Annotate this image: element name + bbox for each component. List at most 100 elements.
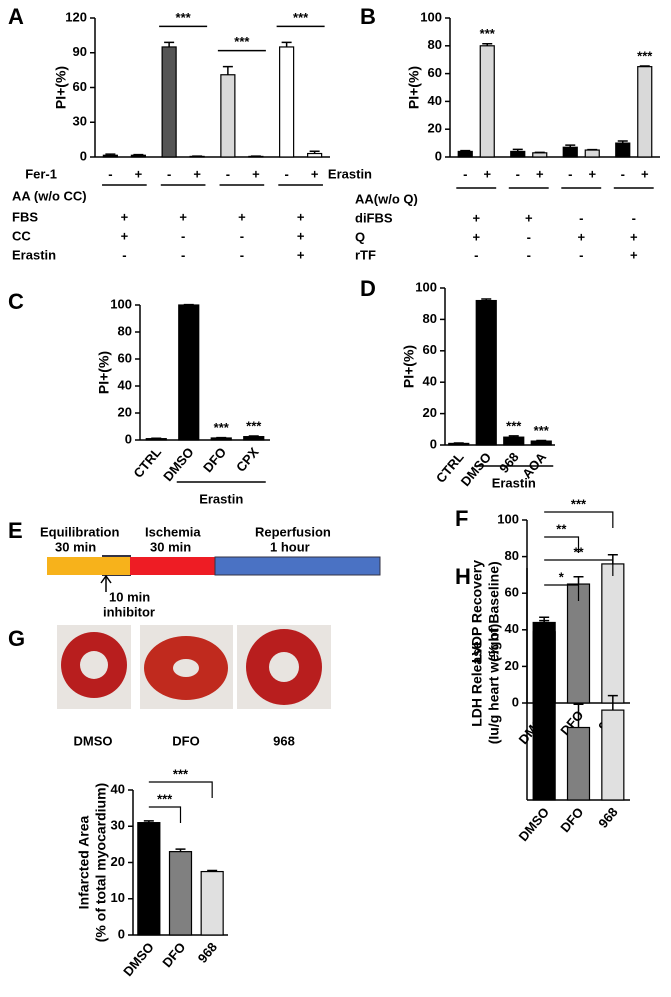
panel-letter: G [8, 626, 25, 651]
x-tick-label: - [108, 166, 112, 181]
x-tick-label: + [311, 166, 319, 181]
condition-label: AA (w/o CC) [12, 188, 87, 203]
panel-letter: E [8, 518, 23, 543]
condition-cell: - [122, 247, 126, 262]
significance: ** [573, 544, 584, 559]
error-bar [309, 150, 320, 154]
y-tick-label: 80 [428, 37, 442, 52]
bar [530, 440, 552, 446]
condition-cell: - [474, 247, 478, 262]
bar [220, 74, 236, 158]
panel-letter: C [8, 289, 24, 314]
x-tick-label: DMSO [516, 804, 553, 844]
bar [637, 66, 653, 158]
y-axis-label: LDH Release [469, 641, 485, 727]
y-tick-label: 60 [505, 585, 519, 600]
x-axis-label: Erastin [328, 166, 372, 181]
y-tick-label: 100 [415, 279, 437, 294]
condition-cell: + [630, 247, 638, 262]
phase-duration: 30 min [55, 539, 96, 554]
x-tick-label: CPX [233, 444, 262, 474]
bar [130, 154, 146, 158]
condition-cell: + [121, 209, 129, 224]
y-tick-label: 100 [420, 9, 442, 24]
x-tick-label: - [463, 166, 467, 181]
condition-cell: + [297, 209, 305, 224]
error-bar [573, 575, 584, 585]
condition-label: AA(w/o Q) [355, 191, 418, 206]
condition-cell: + [525, 210, 533, 225]
y-tick-label: 40 [118, 377, 132, 392]
bar [601, 709, 625, 801]
error-bar [175, 848, 186, 852]
error-bar [164, 41, 175, 47]
error-bar [460, 149, 471, 152]
condition-cell: - [181, 228, 185, 243]
significance: ** [556, 521, 567, 536]
x-tick-label: DFO [200, 444, 229, 475]
phase-duration: 30 min [150, 539, 191, 554]
x-tick-label: DMSO [120, 939, 157, 979]
heart [80, 651, 108, 679]
x-tick-label: + [252, 166, 260, 181]
significance: *** [534, 423, 550, 438]
x-tick-label: + [135, 166, 143, 181]
significance: *** [173, 766, 189, 781]
y-tick-label: 60 [118, 350, 132, 365]
error-bar [508, 435, 519, 438]
y-tick-label: 30 [73, 114, 87, 129]
timeline-phase [47, 557, 130, 575]
panel-letter: D [360, 276, 376, 301]
error-bar [281, 41, 292, 47]
x-tick-label: 968 [195, 939, 220, 965]
condition-label: Q [355, 229, 365, 244]
error-bar [536, 439, 547, 442]
condition-cell: - [632, 210, 636, 225]
error-bar [105, 153, 116, 156]
bar [615, 142, 631, 158]
bar [279, 46, 295, 158]
x-tick-label: - [167, 166, 171, 181]
bar [178, 304, 200, 441]
x-tick-label: DFO [159, 939, 188, 970]
y-tick-label: 20 [423, 405, 437, 420]
condition-cell: + [577, 229, 585, 244]
error-bar [133, 153, 144, 156]
significance: *** [637, 48, 653, 63]
condition-cell: - [527, 247, 531, 262]
panel-letter: A [8, 4, 24, 29]
condition-cell: - [240, 228, 244, 243]
bar [168, 851, 193, 936]
significance: *** [293, 10, 309, 25]
significance: *** [480, 26, 496, 41]
heart [269, 652, 299, 682]
y-tick-label: 20 [428, 121, 442, 136]
y-tick-label: 40 [505, 621, 519, 636]
timeline-phase [130, 557, 215, 575]
bar [137, 822, 161, 936]
condition-label: CC [12, 228, 31, 243]
condition-label: Erastin [12, 247, 56, 262]
marker-label: inhibitor [103, 604, 155, 619]
y-tick-label: 0 [435, 148, 442, 163]
error-bar [482, 42, 493, 46]
condition-cell: + [297, 247, 305, 262]
group-label: Erastin [492, 475, 536, 490]
condition-cell: + [238, 209, 246, 224]
x-tick-label: + [588, 166, 596, 181]
y-tick-label: 40 [423, 374, 437, 389]
bar [475, 299, 497, 446]
condition-cell: + [121, 228, 129, 243]
error-bar [222, 65, 233, 75]
y-tick-label: 80 [505, 548, 519, 563]
condition-cell: - [579, 210, 583, 225]
y-tick-label: 0 [512, 694, 519, 709]
x-tick-label: 968 [595, 804, 620, 830]
condition-cell: - [579, 247, 583, 262]
y-axis-label: (% of total myocardium) [93, 783, 109, 942]
image-label: 968 [273, 733, 295, 748]
y-axis-label: PI+(%) [406, 66, 422, 109]
y-axis-label: LVDP Recovery [469, 560, 485, 663]
x-tick-label: - [226, 166, 230, 181]
condition-cell: + [472, 229, 480, 244]
